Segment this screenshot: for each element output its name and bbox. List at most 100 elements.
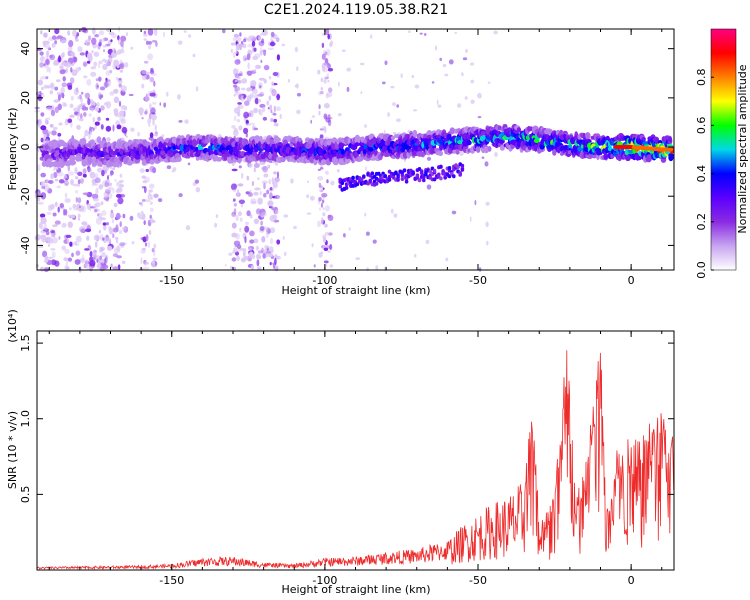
spectrogram-cell [270,31,275,38]
y-tick-label: 40 [19,42,32,56]
spectrogram-cell [346,67,352,72]
spectrogram-cell [50,110,56,117]
spectrogram-cell [310,119,313,124]
spectrogram-cell [269,215,276,222]
spectrogram-cell [253,47,257,52]
spectrogram-cell [252,55,259,61]
x-tick-label: -150 [159,574,184,587]
spectrogram-cell [465,49,468,53]
spectrogram-cell [59,203,64,208]
spectrogram-cell [72,29,77,37]
spectrogram-cell [359,62,365,66]
spectrogram-cell [83,112,87,117]
spectrogram-cell [324,231,330,236]
snr-series-line [37,350,675,571]
spectrogram-cell [320,217,324,225]
spectrogram-cell [119,63,124,68]
spectrogram-cell [119,69,124,73]
spectrogram-cell [230,48,233,53]
spectrogram-cell [351,175,355,180]
spectrogram-cell [120,85,127,92]
spectrogram-cell [257,197,263,205]
spectrogram-cell [232,213,235,218]
y-tick-label: 0.5 [19,486,32,504]
spectrogram-cell [222,28,226,34]
spectrogram-cell [195,86,199,92]
spectrogram-cell [281,43,286,47]
spectrogram-cell [121,126,128,134]
spectrogram-cell [294,46,298,53]
spectrogram-cell [108,57,113,63]
spectrogram-cell [54,86,59,91]
spectrogram-cell [119,59,123,65]
spectrogram-cell [149,219,156,224]
spectrogram-cell [51,251,56,259]
spectrogram-cell [58,179,65,184]
spectrogram-cell [113,108,119,114]
spectrogram-cell [428,169,433,174]
spectrogram-cell [383,130,386,135]
spectrogram-cell [237,76,241,80]
spectrogram-cell [129,215,134,221]
spectrogram-cell [243,111,250,119]
spectrogram-cell [51,233,54,238]
spectrogram-cell [266,189,269,195]
spectrogram-cell [50,173,54,180]
spectrogram-cell [90,71,97,77]
spectrogram-cell [411,74,415,79]
spectrogram-cell [115,224,119,232]
spectrogram-cell [145,262,150,265]
spectrogram-cell [144,141,151,147]
spectrogram-cell [322,207,325,211]
spectrogram-cell [91,27,96,35]
spectrogram-cell [143,186,147,194]
spectrogram-cell [238,199,245,205]
spectrogram-cell [238,43,244,48]
spectrogram-cell [60,87,65,94]
spectrogram-cell [106,222,109,226]
spectrogram-cell [250,200,257,205]
spectrogram-cell [147,118,152,125]
spectrogram-cell [247,192,253,197]
spectrogram-cell [153,193,159,198]
spectrogram-cell [102,63,108,71]
snr-frame [36,330,675,571]
spectrogram-cell [257,177,260,180]
spectrogram-cell [121,226,127,231]
colorbar-label: Normalized spectral amplitude [736,64,749,233]
spectrogram-cell [394,170,398,175]
spectrogram-cell [474,200,477,206]
spectrogram-cell [80,113,83,120]
spectrogram-cell [236,244,242,250]
spectrogram-cell [340,148,345,155]
spectrogram-cell [112,47,116,53]
spectrogram-cell [80,137,87,145]
spectrogram-cell [94,177,101,184]
spectrogram-cell [37,164,41,172]
spectrogram-cell [65,234,72,238]
spectrogram-cell [74,176,79,180]
spectrogram-cell [251,49,254,53]
spectrogram-cell [177,94,181,100]
spectrogram-cell [439,164,443,169]
spectrogram-cell [113,202,118,208]
spectrogram-cell [54,106,59,114]
spectrogram-cell [260,220,263,226]
spectrogram-cell [261,236,266,243]
spectrogram-cell [140,210,144,215]
spectrogram-cell [287,79,290,83]
spectrogram-cell [47,204,53,212]
spectrogram-cell [327,79,330,83]
spectrogram-cell [321,42,325,48]
spectrogram-cell [235,37,242,42]
spectrogram-cell [231,168,238,172]
spectrogram-cell [233,84,238,88]
spectrogram-cell [67,164,71,172]
colorbar-gradient [710,28,737,271]
spectrogram-cell [232,198,236,202]
spectrogram-cell [103,102,109,106]
spectrogram-cell [243,138,249,146]
spectrogram-cell [375,265,379,271]
spectrogram-cell [83,135,86,139]
spectrogram-cell [276,171,280,179]
